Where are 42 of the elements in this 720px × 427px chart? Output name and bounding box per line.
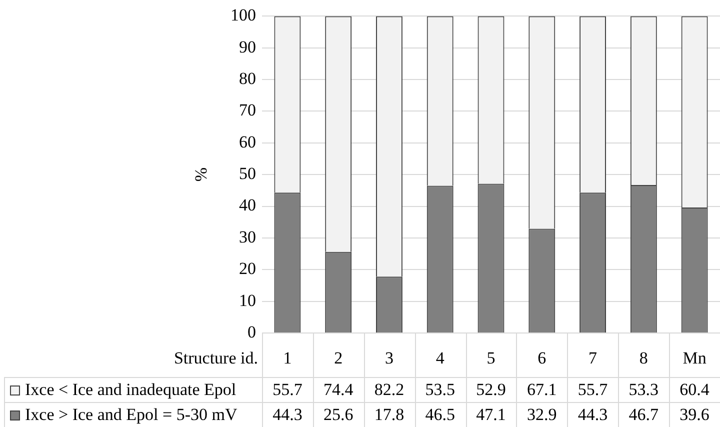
data-label: 53.5 (425, 380, 455, 399)
data-label: 47.1 (476, 404, 506, 424)
x-tick-label: 7 (588, 348, 598, 368)
data-label: 32.9 (527, 404, 557, 424)
data-label: 55.7 (272, 380, 303, 399)
data-label: 17.8 (374, 404, 404, 424)
data-label: 39.6 (680, 404, 710, 424)
data-label: 44.3 (578, 404, 608, 424)
data-label: 74.4 (323, 380, 354, 399)
y-tick-label: 50 (239, 164, 256, 184)
legend-label: Ixce < Ice and inadequate Epol (25, 380, 236, 399)
x-tick-label: 1 (283, 348, 292, 368)
y-tick-label: 30 (239, 227, 256, 246)
x-tick-label: 2 (334, 348, 343, 368)
y-tick-label: 10 (239, 290, 256, 310)
data-label: 52.9 (476, 380, 506, 399)
x-tick-label: Mn (682, 348, 707, 368)
data-label: 60.4 (680, 380, 710, 399)
x-tick-label: 3 (384, 348, 394, 368)
x-tick-label: 6 (538, 348, 546, 368)
y-tick-label: 80 (239, 69, 256, 88)
data-label: 46.7 (628, 404, 660, 424)
x-tick-label: 4 (436, 348, 445, 368)
data-label: 44.3 (272, 404, 302, 424)
y-tick-label: 90 (239, 37, 256, 56)
data-label: 82.2 (374, 380, 404, 399)
y-tick-label: 70 (239, 100, 256, 120)
y-tick-label: 100 (230, 6, 256, 25)
data-label: 55.7 (578, 380, 608, 399)
data-label: 25.6 (323, 404, 354, 424)
data-label: 46.5 (425, 404, 455, 424)
x-tick-label: 8 (639, 348, 648, 368)
data-label: 67.1 (527, 380, 557, 399)
data-label: 53.3 (628, 380, 659, 399)
y-tick-label: 40 (239, 196, 256, 215)
x-axis-title: Structure id. (174, 348, 258, 368)
y-tick-label: 60 (239, 132, 256, 152)
y-tick-label: 0 (248, 322, 256, 342)
x-tick-label: 5 (486, 348, 496, 368)
y-tick-label: 20 (239, 259, 256, 278)
legend-label: Ixce > Ice and Epol = 5-30 mV (25, 404, 238, 424)
y-axis-title: % (192, 168, 211, 182)
